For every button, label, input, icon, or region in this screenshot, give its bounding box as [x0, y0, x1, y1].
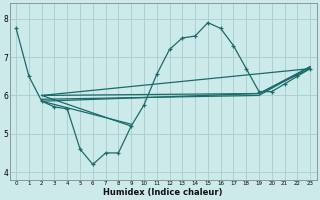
X-axis label: Humidex (Indice chaleur): Humidex (Indice chaleur)	[103, 188, 223, 197]
